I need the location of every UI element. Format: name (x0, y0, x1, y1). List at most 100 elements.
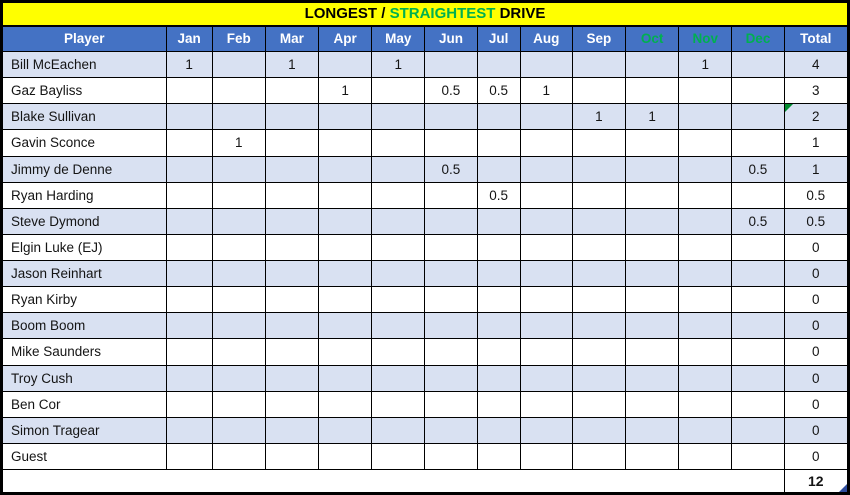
month-value-cell[interactable] (371, 181, 426, 209)
player-name-cell[interactable]: Steve Dymond (1, 207, 167, 235)
month-value-cell[interactable] (318, 155, 373, 183)
month-value-cell[interactable] (519, 312, 573, 340)
month-value-cell[interactable] (519, 50, 573, 79)
month-value-cell[interactable] (625, 155, 680, 183)
month-value-cell[interactable] (571, 286, 627, 314)
month-value-cell[interactable] (519, 416, 573, 444)
month-value-cell[interactable] (571, 155, 627, 183)
month-value-cell[interactable] (625, 338, 680, 366)
month-value-cell[interactable] (731, 390, 785, 418)
month-value-cell[interactable] (424, 286, 478, 314)
month-value-cell[interactable] (371, 442, 426, 471)
month-value-cell[interactable] (318, 364, 373, 392)
month-value-cell[interactable] (264, 416, 320, 444)
month-value-cell[interactable] (476, 233, 521, 262)
month-value-cell[interactable] (678, 338, 733, 366)
month-value-cell[interactable] (165, 286, 213, 314)
month-value-cell[interactable] (571, 207, 627, 235)
month-value-cell[interactable] (571, 338, 627, 366)
month-value-cell[interactable] (371, 312, 426, 340)
month-value-cell[interactable] (678, 77, 733, 105)
month-value-cell[interactable] (318, 312, 373, 340)
month-value-cell[interactable] (519, 103, 573, 131)
column-header-feb[interactable]: Feb (211, 25, 266, 52)
total-cell[interactable]: 0 (783, 338, 850, 366)
month-value-cell[interactable] (318, 390, 373, 418)
month-value-cell[interactable] (211, 233, 266, 262)
month-value-cell[interactable] (165, 207, 213, 235)
month-value-cell[interactable] (625, 259, 680, 288)
month-value-cell[interactable] (318, 207, 373, 235)
month-value-cell[interactable] (211, 286, 266, 314)
month-value-cell[interactable] (211, 103, 266, 131)
player-name-cell[interactable]: Gaz Bayliss (1, 77, 167, 105)
total-cell[interactable]: 1 (783, 129, 850, 157)
month-value-cell[interactable]: 0.5 (424, 155, 478, 183)
month-value-cell[interactable] (519, 207, 573, 235)
month-value-cell[interactable] (318, 103, 373, 131)
month-value-cell[interactable] (264, 390, 320, 418)
month-value-cell[interactable] (264, 233, 320, 262)
month-value-cell[interactable] (731, 77, 785, 105)
month-value-cell[interactable] (371, 364, 426, 392)
month-value-cell[interactable] (424, 390, 478, 418)
player-name-cell[interactable]: Blake Sullivan (1, 103, 167, 131)
month-value-cell[interactable] (731, 338, 785, 366)
month-value-cell[interactable] (211, 155, 266, 183)
month-value-cell[interactable] (731, 416, 785, 444)
month-value-cell[interactable] (678, 181, 733, 209)
total-cell[interactable]: 2 (783, 103, 850, 131)
month-value-cell[interactable] (731, 312, 785, 340)
month-value-cell[interactable] (264, 103, 320, 131)
month-value-cell[interactable] (519, 442, 573, 471)
month-value-cell[interactable] (476, 312, 521, 340)
month-value-cell[interactable] (625, 364, 680, 392)
footer-spacer-cell[interactable] (1, 469, 785, 494)
month-value-cell[interactable] (625, 390, 680, 418)
total-cell[interactable]: 0 (783, 312, 850, 340)
month-value-cell[interactable] (264, 286, 320, 314)
month-value-cell[interactable] (211, 207, 266, 235)
month-value-cell[interactable] (519, 155, 573, 183)
month-value-cell[interactable]: 0.5 (476, 77, 521, 105)
month-value-cell[interactable] (678, 390, 733, 418)
month-value-cell[interactable] (264, 259, 320, 288)
month-value-cell[interactable]: 1 (264, 50, 320, 79)
month-value-cell[interactable] (625, 286, 680, 314)
month-value-cell[interactable] (476, 155, 521, 183)
month-value-cell[interactable] (424, 416, 478, 444)
month-value-cell[interactable] (731, 259, 785, 288)
month-value-cell[interactable] (476, 390, 521, 418)
month-value-cell[interactable]: 1 (571, 103, 627, 131)
month-value-cell[interactable] (625, 207, 680, 235)
total-cell[interactable]: 0 (783, 442, 850, 471)
month-value-cell[interactable] (424, 129, 478, 157)
month-value-cell[interactable] (571, 233, 627, 262)
month-value-cell[interactable] (165, 442, 213, 471)
player-name-cell[interactable]: Jimmy de Denne (1, 155, 167, 183)
column-header-jul[interactable]: Jul (476, 25, 521, 52)
month-value-cell[interactable] (371, 259, 426, 288)
month-value-cell[interactable] (476, 286, 521, 314)
column-header-dec[interactable]: Dec (731, 25, 785, 52)
month-value-cell[interactable] (371, 103, 426, 131)
month-value-cell[interactable] (571, 50, 627, 79)
player-name-cell[interactable]: Guest (1, 442, 167, 471)
column-header-sep[interactable]: Sep (571, 25, 627, 52)
month-value-cell[interactable] (371, 416, 426, 444)
total-cell[interactable]: 0.5 (783, 181, 850, 209)
month-value-cell[interactable] (678, 207, 733, 235)
column-header-may[interactable]: May (371, 25, 426, 52)
month-value-cell[interactable] (371, 338, 426, 366)
column-header-jan[interactable]: Jan (165, 25, 213, 52)
month-value-cell[interactable] (211, 181, 266, 209)
month-value-cell[interactable] (424, 338, 478, 366)
month-value-cell[interactable] (571, 442, 627, 471)
total-cell[interactable]: 0 (783, 390, 850, 418)
month-value-cell[interactable] (318, 181, 373, 209)
month-value-cell[interactable] (519, 129, 573, 157)
month-value-cell[interactable] (211, 442, 266, 471)
month-value-cell[interactable] (264, 364, 320, 392)
month-value-cell[interactable] (318, 50, 373, 79)
month-value-cell[interactable] (371, 286, 426, 314)
